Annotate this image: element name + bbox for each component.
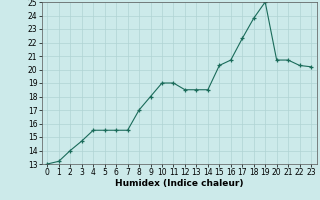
- X-axis label: Humidex (Indice chaleur): Humidex (Indice chaleur): [115, 179, 244, 188]
